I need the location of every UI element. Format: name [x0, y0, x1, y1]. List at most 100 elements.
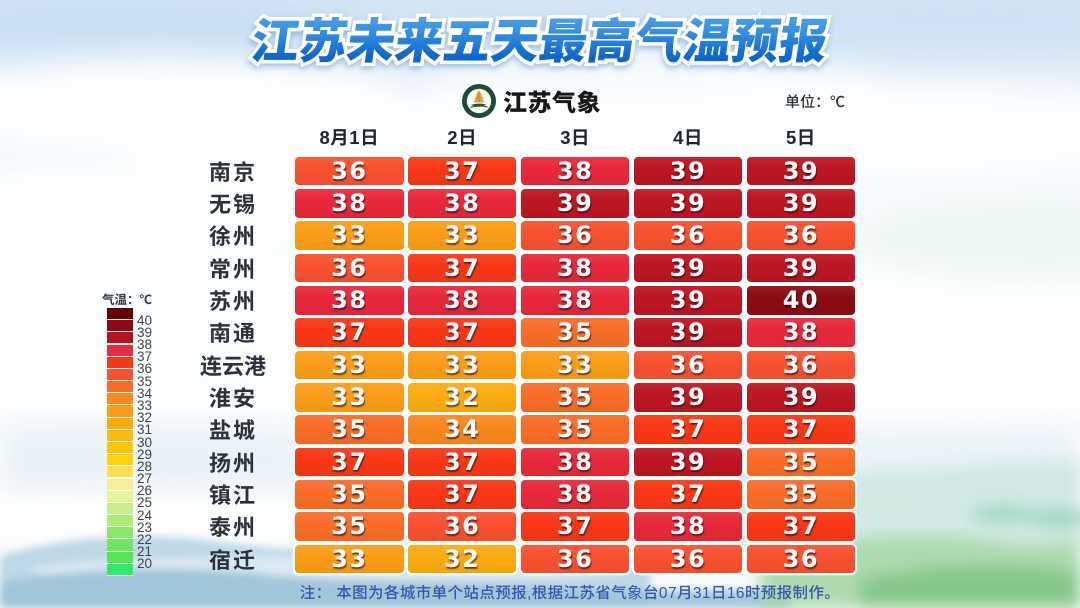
temperature-value: 38: [556, 253, 594, 282]
legend-color-segment: [107, 417, 133, 429]
table-row: 苏州 38 38 38 39 40: [209, 285, 857, 315]
temperature-value: 39: [669, 253, 707, 282]
temperature-cell: 40: [746, 285, 856, 315]
temperature-value: 38: [556, 480, 594, 508]
temperature-value: 39: [669, 188, 707, 217]
temperature-cell: 35: [295, 415, 404, 445]
legend-tick-label: 32: [137, 410, 153, 426]
temperature-value: 36: [331, 156, 368, 185]
temperature-cell: 38: [295, 285, 404, 315]
temperature-value: 39: [782, 382, 820, 411]
temperature-value: 35: [556, 415, 594, 444]
temperature-cell: 38: [520, 285, 630, 315]
legend-color-segment: [107, 368, 133, 380]
temperature-cell: 35: [746, 447, 856, 477]
table-row: 盐城 35 34 35 37 37: [209, 415, 857, 445]
column-header-date: 5日: [785, 127, 816, 148]
table-row: 宿迁 33 32 36 36 36: [209, 544, 857, 574]
temperature-value: 37: [669, 415, 707, 444]
temperature-cell: 38: [520, 253, 630, 283]
brand: 江苏气象: [461, 83, 601, 119]
temperature-cell: 38: [520, 480, 630, 509]
legend-title: 气温：℃: [102, 289, 153, 308]
temperature-cell: 35: [520, 415, 630, 445]
temperature-value: 40: [782, 285, 820, 314]
temperature-value: 36: [782, 544, 820, 573]
temperature-cell: 37: [633, 480, 743, 509]
temperature-value: 34: [443, 415, 481, 444]
temperature-cell: 38: [520, 447, 630, 477]
temperature-cell: 32: [407, 382, 517, 412]
temperature-cell: 36: [746, 350, 856, 380]
temperature-cell: 35: [295, 480, 404, 509]
legend-color-segment: [107, 454, 133, 466]
temperature-value: 37: [443, 318, 481, 347]
temperature-cell: 36: [746, 221, 856, 250]
legend-tick-label: 38: [137, 337, 153, 353]
temperature-cell: 38: [407, 285, 517, 315]
temperature-value: 38: [556, 156, 594, 185]
temperature-value: 39: [782, 253, 820, 282]
legend-tick-label: 35: [137, 373, 153, 389]
legend-tick-label: 28: [137, 458, 153, 474]
temperature-cell: 36: [295, 156, 404, 186]
temperature-value: 35: [331, 415, 368, 444]
legend-tick-label: 27: [137, 471, 153, 487]
legend-color-segment: [107, 527, 133, 539]
legend-tick-label: 25: [137, 495, 153, 511]
temperature-cell: 39: [633, 382, 743, 412]
table-row: 连云港 33 33 33 36 36: [200, 350, 857, 380]
legend-color-segment: [107, 381, 133, 393]
legend-color-segment: [107, 490, 133, 502]
page-title: 江苏未来五天最高气温预报 江苏未来五天最高气温预报: [0, 0, 1080, 76]
temperature-cell: 37: [295, 447, 404, 477]
legend-color-segment: [107, 429, 133, 441]
temperature-value: 36: [782, 221, 820, 250]
temperature-cell: 35: [746, 480, 856, 509]
temperature-value: 38: [331, 285, 368, 314]
legend-tick-label: 33: [137, 397, 153, 413]
legend-tick-label: 23: [137, 519, 153, 535]
temperature-cell: 39: [633, 318, 743, 348]
temperature-cell: 39: [746, 382, 856, 412]
column-header-date: 3日: [560, 127, 590, 148]
legend-color-segment: [107, 405, 133, 417]
legend-color-segment: [107, 478, 133, 490]
temperature-value: 36: [669, 544, 707, 573]
temperature-value: 33: [556, 350, 594, 379]
temperature-value: 35: [782, 480, 820, 508]
temperature-cell: 33: [295, 382, 404, 412]
temperature-value: 38: [782, 318, 820, 347]
legend-color-segment: [107, 344, 133, 356]
temperature-value: 35: [782, 447, 820, 476]
legend-color-segment: [107, 332, 133, 344]
city-label: 淮安: [208, 380, 257, 413]
temperature-cell: 33: [295, 544, 404, 574]
temperature-value: 39: [669, 447, 707, 476]
table-row: 镇江 35 37 38 37 35: [209, 480, 857, 509]
city-label: 盐城: [208, 413, 257, 446]
temperature-value: 39: [669, 156, 707, 185]
legend-color-segment: [107, 502, 133, 514]
legend-tick-label: 30: [137, 434, 153, 450]
column-header-date: 2日: [447, 127, 478, 148]
temperature-value: 37: [556, 512, 594, 541]
temperature-cell: 38: [295, 188, 404, 218]
table-row: 无锡 38 38 39 39 39: [209, 188, 857, 218]
temperature-value: 33: [443, 350, 481, 379]
temperature-cell: 33: [520, 350, 630, 380]
temperature-value: 33: [331, 221, 368, 250]
city-label: 无锡: [208, 186, 257, 219]
temperature-cell: 36: [746, 544, 856, 574]
temperature-value: 37: [443, 480, 481, 508]
temperature-cell: 33: [295, 221, 404, 250]
temperature-cell: 39: [633, 285, 743, 315]
temperature-cell: 39: [633, 156, 743, 186]
temperature-value: 39: [669, 318, 707, 347]
table-row: 常州 36 37 38 39 39: [209, 253, 857, 283]
temperature-cell: 37: [407, 447, 517, 477]
temperature-value: 39: [669, 285, 707, 314]
table-row: 徐州 33 33 36 36 36: [209, 221, 857, 250]
legend-color-segment: [107, 539, 133, 551]
